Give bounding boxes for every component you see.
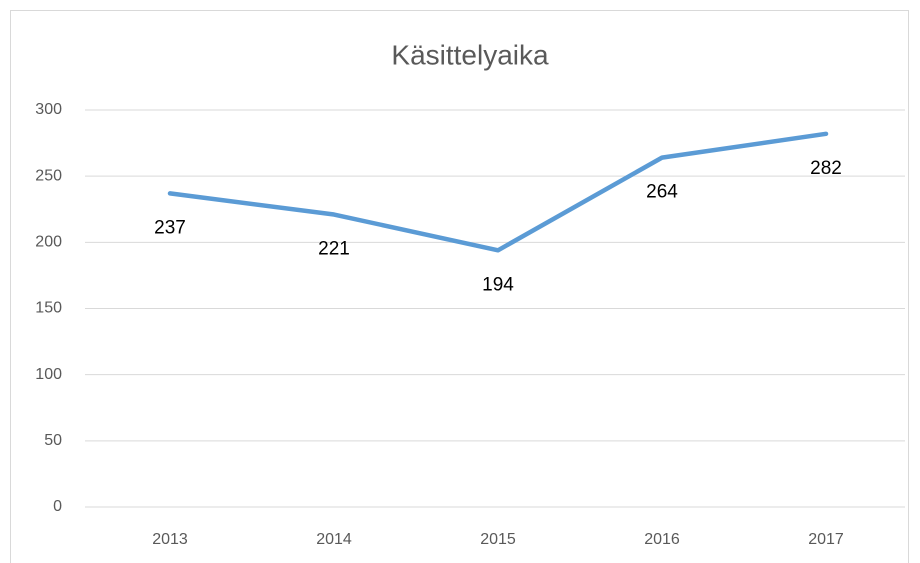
y-tick-label: 0 — [53, 498, 62, 515]
y-tick-label: 250 — [35, 167, 62, 184]
x-tick-label: 2013 — [152, 531, 188, 548]
y-tick-label: 50 — [44, 432, 62, 449]
x-tick-label: 2017 — [808, 531, 844, 548]
data-label: 282 — [810, 158, 842, 179]
data-label: 237 — [154, 217, 186, 238]
x-tick-label: 2016 — [644, 531, 680, 548]
series-line — [167, 131, 829, 253]
y-tick-label: 200 — [35, 234, 62, 251]
chart-title: Käsittelyaika — [391, 39, 549, 70]
x-tick-label: 2014 — [316, 531, 352, 548]
data-label: 221 — [318, 239, 350, 260]
y-tick-label: 100 — [35, 366, 62, 383]
chart-frame — [10, 10, 909, 563]
data-label: 264 — [646, 182, 678, 203]
y-tick-label: 150 — [35, 300, 62, 317]
y-tick-label: 300 — [35, 101, 62, 118]
x-tick-label: 2015 — [480, 531, 516, 548]
data-label: 194 — [482, 274, 514, 295]
